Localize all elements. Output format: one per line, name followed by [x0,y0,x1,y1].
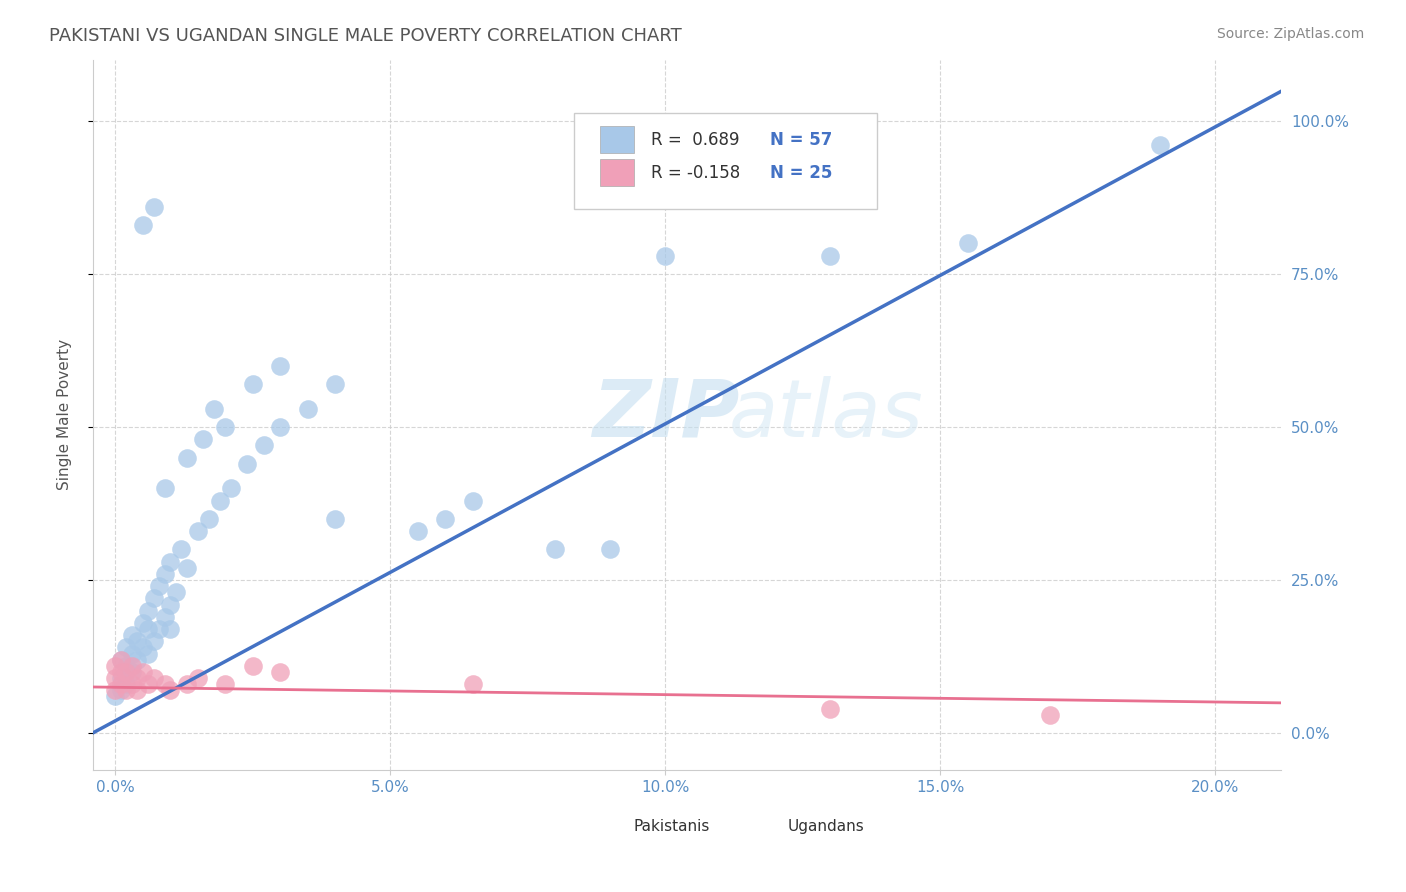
Point [136,622,159,636]
Point [269,665,291,679]
Y-axis label: Single Male Poverty: Single Male Poverty [58,339,72,491]
Point [115,640,138,655]
Point [269,359,291,373]
Text: R =  0.689: R = 0.689 [651,131,740,149]
Point [159,622,181,636]
Point [818,702,841,716]
Point [115,658,138,673]
FancyBboxPatch shape [749,818,776,838]
Point [136,647,159,661]
Point [236,457,259,471]
Point [159,683,181,698]
Point [269,420,291,434]
Point [104,671,127,685]
Point [208,493,231,508]
Point [148,622,170,636]
Point [121,677,143,691]
FancyBboxPatch shape [592,818,619,838]
Point [242,377,264,392]
Point [104,690,127,704]
Point [219,481,242,495]
Point [121,665,143,679]
Point [191,432,214,446]
Point [131,615,153,630]
Point [153,610,176,624]
Point [176,561,198,575]
Point [461,493,484,508]
Point [110,671,132,685]
Point [125,683,148,698]
Point [131,665,153,679]
FancyBboxPatch shape [600,159,634,186]
Point [434,512,457,526]
Point [110,653,132,667]
Point [110,665,132,679]
FancyBboxPatch shape [600,127,634,153]
Point [186,671,208,685]
Point [142,200,165,214]
Point [197,512,219,526]
Point [654,249,676,263]
Point [186,524,208,538]
Point [153,677,176,691]
Point [599,542,621,557]
Point [115,683,138,698]
Point [159,598,181,612]
Point [214,677,236,691]
Point [214,420,236,434]
Point [544,542,567,557]
Point [131,640,153,655]
Point [110,677,132,691]
Point [131,218,153,232]
Point [323,512,346,526]
Point [153,566,176,581]
Text: PAKISTANI VS UGANDAN SINGLE MALE POVERTY CORRELATION CHART: PAKISTANI VS UGANDAN SINGLE MALE POVERTY… [49,27,682,45]
Point [406,524,429,538]
Point [956,236,979,251]
Point [125,653,148,667]
Text: ZIP: ZIP [592,376,740,454]
Point [1039,707,1062,722]
Text: Ugandans: Ugandans [787,819,865,834]
Point [115,677,138,691]
Point [818,249,841,263]
Point [153,481,176,495]
Point [165,585,187,599]
Text: atlas: atlas [728,376,924,454]
Point [242,658,264,673]
Point [136,604,159,618]
Point [110,653,132,667]
Text: N = 57: N = 57 [770,131,832,149]
Text: R = -0.158: R = -0.158 [651,163,741,182]
Point [176,450,198,465]
Point [142,634,165,648]
FancyBboxPatch shape [574,113,877,209]
Point [121,628,143,642]
Point [142,591,165,606]
Point [125,671,148,685]
Point [136,677,159,691]
Point [323,377,346,392]
Point [104,683,127,698]
Text: Source: ZipAtlas.com: Source: ZipAtlas.com [1216,27,1364,41]
Point [121,658,143,673]
Point [115,665,138,679]
Point [104,658,127,673]
Point [461,677,484,691]
Point [148,579,170,593]
Point [125,634,148,648]
Point [1149,138,1171,153]
Point [176,677,198,691]
Text: N = 25: N = 25 [770,163,832,182]
Point [202,401,225,416]
Point [297,401,319,416]
Point [121,647,143,661]
Point [252,438,274,452]
Text: Pakistanis: Pakistanis [634,819,710,834]
Point [170,542,193,557]
Point [110,683,132,698]
Point [142,671,165,685]
Point [159,555,181,569]
